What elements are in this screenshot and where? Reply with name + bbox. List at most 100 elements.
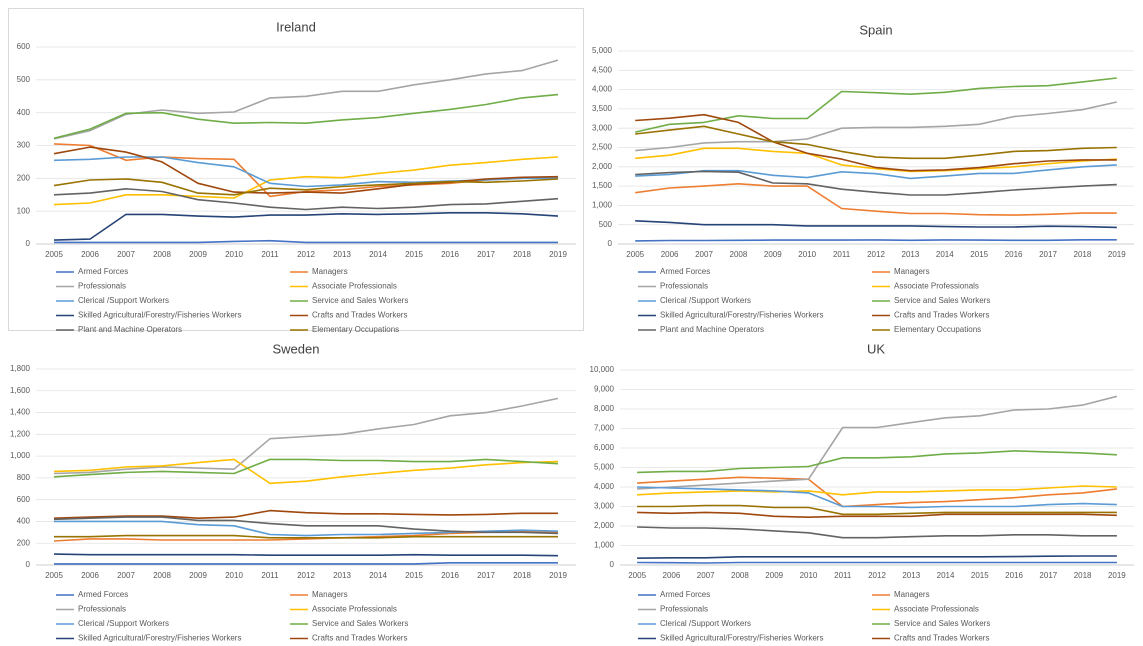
- y-tick-label: 4,000: [592, 85, 613, 94]
- x-tick-label: 2012: [297, 250, 315, 259]
- y-tick-label: 10,000: [590, 365, 615, 374]
- x-tick-label: 2018: [513, 250, 531, 259]
- x-tick-label: 2018: [513, 571, 531, 580]
- series-line: [637, 526, 1117, 539]
- legend-label: Managers: [312, 590, 348, 599]
- series-line: [637, 561, 1117, 564]
- x-tick-label: 2008: [731, 571, 749, 580]
- series-line: [53, 212, 559, 241]
- legend-label: Clerical /Support Workers: [660, 619, 751, 628]
- series-line: [637, 476, 1117, 508]
- x-tick-label: 2005: [626, 250, 644, 259]
- y-tick-label: 3,000: [594, 502, 615, 511]
- x-tick-label: 2010: [225, 250, 243, 259]
- x-tick-label: 2011: [261, 571, 279, 580]
- y-tick-label: 2,000: [594, 521, 615, 530]
- x-tick-label: 2009: [764, 250, 782, 259]
- series-line: [637, 486, 1117, 509]
- x-tick-label: 2012: [868, 571, 886, 580]
- x-tick-label: 2019: [1108, 250, 1126, 259]
- y-tick-label: 0: [26, 239, 31, 248]
- x-tick-label: 2008: [153, 250, 171, 259]
- legend-label: Clerical /Support Workers: [78, 296, 169, 305]
- x-tick-label: 2011: [261, 250, 279, 259]
- legend-label: Armed Forces: [660, 590, 710, 599]
- y-tick-label: 2,000: [592, 162, 613, 171]
- x-tick-label: 2017: [477, 250, 495, 259]
- y-tick-label: 6,000: [594, 443, 615, 452]
- y-tick-label: 7,000: [594, 424, 615, 433]
- x-tick-label: 2005: [45, 571, 63, 580]
- y-tick-label: 1,000: [592, 201, 613, 210]
- legend-label: Managers: [894, 267, 930, 276]
- legend-label: Elementary Occupations: [894, 325, 981, 334]
- y-tick-label: 400: [17, 517, 31, 526]
- x-tick-label: 2019: [1108, 571, 1126, 580]
- x-tick-label: 2008: [730, 250, 748, 259]
- y-tick-label: 0: [610, 560, 615, 569]
- y-tick-label: 4,000: [594, 482, 615, 491]
- series-line: [635, 77, 1117, 133]
- series-line: [53, 59, 559, 140]
- x-tick-label: 2010: [225, 571, 243, 580]
- x-tick-label: 2014: [936, 250, 954, 259]
- x-tick-label: 2011: [834, 571, 852, 580]
- x-tick-label: 2010: [798, 250, 816, 259]
- x-tick-label: 2011: [833, 250, 851, 259]
- x-tick-label: 2005: [628, 571, 646, 580]
- x-tick-label: 2015: [971, 571, 989, 580]
- x-tick-label: 2016: [441, 250, 459, 259]
- y-tick-label: 2,500: [592, 143, 613, 152]
- series-line: [54, 534, 558, 539]
- x-tick-label: 2014: [369, 571, 387, 580]
- x-tick-label: 2008: [153, 571, 171, 580]
- series-line: [635, 125, 1117, 160]
- x-tick-label: 2016: [441, 571, 459, 580]
- x-tick-label: 2013: [902, 571, 920, 580]
- legend-label: Managers: [894, 590, 930, 599]
- legend-label: Associate Professionals: [312, 605, 397, 614]
- x-tick-label: 2017: [1039, 250, 1057, 259]
- series-line: [635, 113, 1117, 172]
- x-tick-label: 2009: [189, 250, 207, 259]
- series-line: [53, 188, 559, 211]
- x-tick-label: 2018: [1074, 250, 1092, 259]
- y-tick-label: 1,200: [10, 429, 31, 438]
- y-tick-label: 1,000: [594, 541, 615, 550]
- y-tick-label: 1,000: [10, 451, 31, 460]
- series-line: [635, 183, 1117, 216]
- x-tick-label: 2009: [189, 571, 207, 580]
- legend-label: Armed Forces: [660, 267, 710, 276]
- series-line: [637, 504, 1117, 516]
- series-line: [637, 450, 1117, 474]
- series-line: [635, 164, 1117, 180]
- y-tick-label: 1,800: [10, 364, 31, 373]
- legend-label: Armed Forces: [78, 590, 128, 599]
- legend-label: Professionals: [78, 605, 126, 614]
- series-line: [54, 561, 558, 565]
- x-tick-label: 2007: [697, 571, 715, 580]
- series-line: [53, 146, 559, 194]
- series-line: [637, 511, 1117, 519]
- y-tick-label: 600: [17, 495, 31, 504]
- series-line: [53, 458, 559, 478]
- y-tick-label: 500: [17, 75, 31, 84]
- legend-label: Managers: [312, 267, 348, 276]
- x-tick-label: 2006: [81, 250, 99, 259]
- legend-label: Associate Professionals: [894, 282, 979, 291]
- x-tick-label: 2018: [1074, 571, 1092, 580]
- legend-label: Professionals: [660, 282, 708, 291]
- legend-label: Service and Sales Workers: [312, 619, 408, 628]
- legend-label: Skilled Agricultural/Forestry/Fisheries …: [78, 311, 241, 320]
- series-line: [635, 101, 1117, 152]
- legend-label: Service and Sales Workers: [894, 619, 990, 628]
- legend-label: Skilled Agricultural/Forestry/Fisheries …: [78, 634, 241, 643]
- x-tick-label: 2005: [45, 250, 63, 259]
- chart-title: Sweden: [273, 341, 320, 356]
- x-tick-label: 2006: [661, 250, 679, 259]
- x-tick-label: 2016: [1005, 250, 1023, 259]
- legend-label: Professionals: [78, 282, 126, 291]
- x-tick-label: 2019: [549, 571, 567, 580]
- chart-title: Spain: [859, 22, 892, 37]
